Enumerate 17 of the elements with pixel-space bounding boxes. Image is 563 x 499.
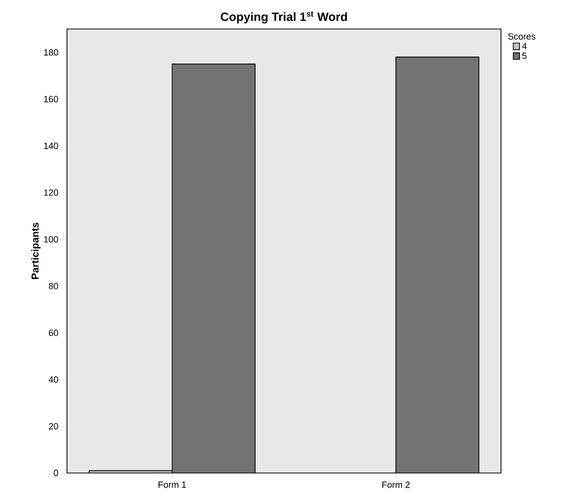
y-tick-label: 40 bbox=[48, 376, 58, 383]
y-tick-label: 120 bbox=[44, 189, 58, 196]
y-axis-title: Participants bbox=[31, 222, 41, 279]
y-tick-label: 140 bbox=[44, 142, 58, 150]
y-tick-label: 180 bbox=[44, 49, 58, 56]
legend-title: Scores bbox=[508, 33, 536, 40]
y-tick-label: 60 bbox=[48, 330, 58, 336]
y-tick-label: 160 bbox=[44, 96, 58, 102]
y-tick-label: 100 bbox=[44, 236, 58, 243]
x-tick-label: Form 2 bbox=[382, 482, 410, 488]
legend-label: 5 bbox=[522, 52, 527, 59]
y-tick-label: 80 bbox=[48, 282, 58, 290]
y-tick-label: 20 bbox=[48, 423, 58, 430]
chart-title: Copying Trial 1$^{st}$ Word bbox=[220, 11, 347, 24]
x-tick-label: Form 1 bbox=[158, 482, 186, 488]
y-tick-label: 0 bbox=[54, 470, 58, 476]
legend-label: 4 bbox=[522, 42, 527, 50]
